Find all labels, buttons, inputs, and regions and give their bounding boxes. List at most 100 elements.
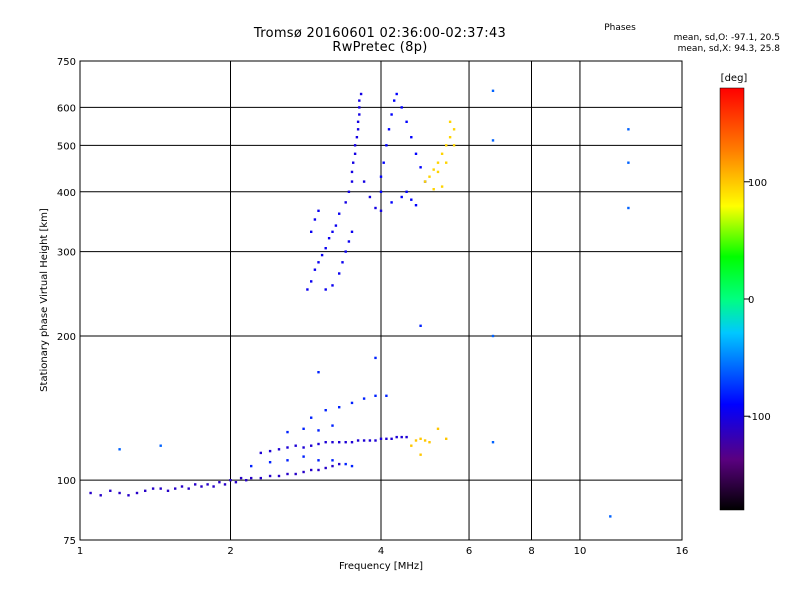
data-point — [334, 224, 338, 227]
data-point — [400, 435, 403, 439]
data-point — [245, 479, 248, 482]
data-point — [374, 439, 377, 442]
data-point — [358, 106, 361, 109]
data-point — [400, 106, 403, 109]
data-point — [356, 120, 360, 123]
data-point — [432, 168, 435, 171]
data-point — [259, 451, 262, 455]
data-point — [317, 429, 320, 432]
data-point — [362, 439, 366, 442]
data-point — [259, 476, 262, 480]
data-point — [609, 515, 612, 518]
data-point — [324, 409, 327, 412]
data-point — [313, 268, 317, 271]
data-point — [286, 430, 289, 434]
data-point — [350, 401, 354, 405]
y-axis-label: Stationary phase Virtual Height [km] — [39, 208, 50, 392]
data-point — [379, 437, 383, 440]
data-point — [302, 427, 305, 430]
data-point — [428, 441, 431, 444]
data-point — [317, 209, 320, 212]
data-point — [212, 485, 215, 488]
data-point — [324, 441, 327, 444]
data-point — [118, 448, 121, 451]
data-point — [419, 453, 422, 456]
data-point — [436, 170, 440, 174]
phases-info-x-mode: mean, sd,X: 94.3, 25.8 — [677, 44, 780, 54]
data-point — [268, 474, 272, 478]
data-point — [206, 483, 209, 486]
data-point — [405, 435, 408, 439]
data-point — [374, 206, 377, 210]
data-point — [310, 280, 313, 283]
data-point — [358, 99, 361, 102]
data-point — [356, 439, 360, 442]
data-point — [358, 113, 361, 116]
data-point — [395, 435, 398, 439]
y-tick-label: 750 — [57, 57, 76, 68]
data-point — [379, 209, 383, 212]
data-point — [277, 448, 281, 451]
data-point — [350, 180, 354, 183]
data-point — [268, 461, 272, 464]
data-point — [410, 136, 413, 139]
data-point — [452, 144, 456, 147]
data-point — [317, 371, 320, 374]
x-tick-label: 1 — [77, 546, 83, 557]
data-point — [286, 472, 289, 476]
data-point — [135, 491, 139, 495]
data-point — [414, 439, 418, 442]
data-point — [491, 441, 495, 444]
data-point — [423, 180, 427, 183]
data-point — [338, 272, 341, 275]
data-point — [368, 195, 372, 199]
x-tick-label: 6 — [466, 546, 472, 557]
data-point — [302, 446, 305, 449]
data-point — [353, 152, 357, 155]
y-tick-label: 75 — [63, 536, 76, 547]
data-point — [347, 190, 351, 193]
data-point — [356, 128, 360, 131]
data-point — [302, 455, 305, 458]
data-point — [390, 201, 393, 204]
data-point — [387, 128, 391, 131]
colorbar — [719, 87, 745, 511]
phases-info-o-mode: mean, sd,O: -97.1, 20.5 — [673, 33, 780, 43]
data-point — [428, 175, 431, 178]
data-point — [350, 170, 354, 174]
data-point — [286, 459, 289, 462]
data-point — [414, 204, 418, 207]
data-point — [440, 152, 444, 155]
data-point — [344, 462, 347, 466]
data-point — [359, 92, 363, 96]
data-point — [452, 128, 456, 131]
data-point — [327, 237, 331, 240]
data-point — [344, 441, 347, 444]
data-point — [277, 474, 281, 478]
data-point — [151, 487, 155, 490]
data-point — [302, 470, 305, 474]
data-point — [320, 253, 324, 257]
data-point — [445, 161, 448, 164]
data-point — [445, 144, 448, 147]
data-point — [317, 261, 320, 264]
data-point — [390, 437, 393, 440]
data-point — [419, 324, 422, 327]
data-point — [405, 190, 408, 193]
y-tick-label: 100 — [57, 476, 76, 487]
data-point — [353, 144, 357, 147]
data-point — [410, 198, 413, 201]
data-point — [448, 120, 452, 123]
data-point — [414, 152, 418, 155]
data-point — [313, 218, 317, 221]
data-point — [268, 449, 272, 453]
data-point — [436, 427, 440, 430]
data-point — [445, 437, 448, 440]
data-point — [200, 485, 203, 488]
data-point — [194, 483, 197, 486]
data-point — [423, 439, 427, 442]
data-point — [250, 476, 253, 480]
data-point — [310, 468, 313, 472]
data-point — [234, 481, 238, 484]
data-point — [144, 489, 147, 492]
